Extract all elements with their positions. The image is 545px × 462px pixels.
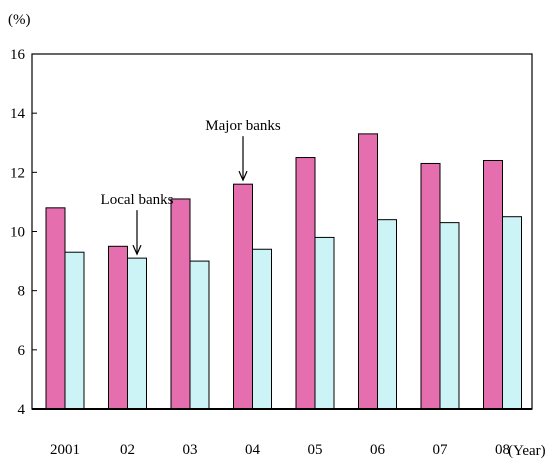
x-tick-label: 03 — [183, 442, 198, 458]
bar-local-banks — [377, 219, 397, 410]
bar-major-banks — [233, 183, 253, 410]
annotation-arrowhead — [238, 170, 248, 182]
axes-group: 4 6 8 10 12 14 16 2001 02 03 04 05 06 07 08 — [10, 47, 532, 458]
bars-group — [45, 133, 522, 410]
bar-major-banks — [295, 157, 316, 410]
bar-major-banks — [108, 245, 128, 410]
y-tick-label: 4 — [18, 402, 26, 418]
x-tick-label: 06 — [370, 442, 386, 458]
bar-local-banks — [189, 260, 210, 410]
bar-local-banks — [127, 257, 147, 410]
bar-major-banks — [483, 160, 503, 410]
bar-local-banks — [439, 222, 460, 410]
x-tick-label: 04 — [245, 442, 261, 458]
bar-local-banks — [502, 216, 522, 410]
x-tick-label: 05 — [308, 442, 323, 458]
bar-major-banks — [420, 162, 441, 410]
y-tick-label: 8 — [18, 284, 26, 300]
y-tick-label: 6 — [18, 343, 26, 359]
bar-major-banks — [170, 198, 191, 410]
annotation-label: Major banks — [205, 118, 281, 134]
y-axis-unit-label: (%) — [8, 12, 31, 28]
bar-local-banks — [252, 248, 272, 410]
bar-local-banks — [64, 251, 85, 410]
x-axis-unit-label: (Year) — [508, 443, 545, 459]
y-tick-label: 14 — [10, 106, 26, 122]
bar-major-banks — [358, 133, 378, 410]
x-tick-label: 02 — [120, 442, 135, 458]
x-tick-label: 08 — [495, 442, 510, 458]
bar-major-banks — [45, 207, 66, 410]
y-tick-label: 10 — [10, 225, 25, 241]
y-tick-label: 12 — [10, 165, 25, 181]
x-tick-label: 2001 — [50, 442, 80, 458]
bar-local-banks — [314, 236, 335, 410]
x-tick-label: 07 — [433, 442, 449, 458]
y-tick-label: 16 — [10, 47, 26, 63]
annotation-label: Local banks — [101, 192, 174, 208]
annotation-arrowhead — [132, 244, 142, 256]
annotations-group: Local banks Major banks — [101, 118, 281, 256]
